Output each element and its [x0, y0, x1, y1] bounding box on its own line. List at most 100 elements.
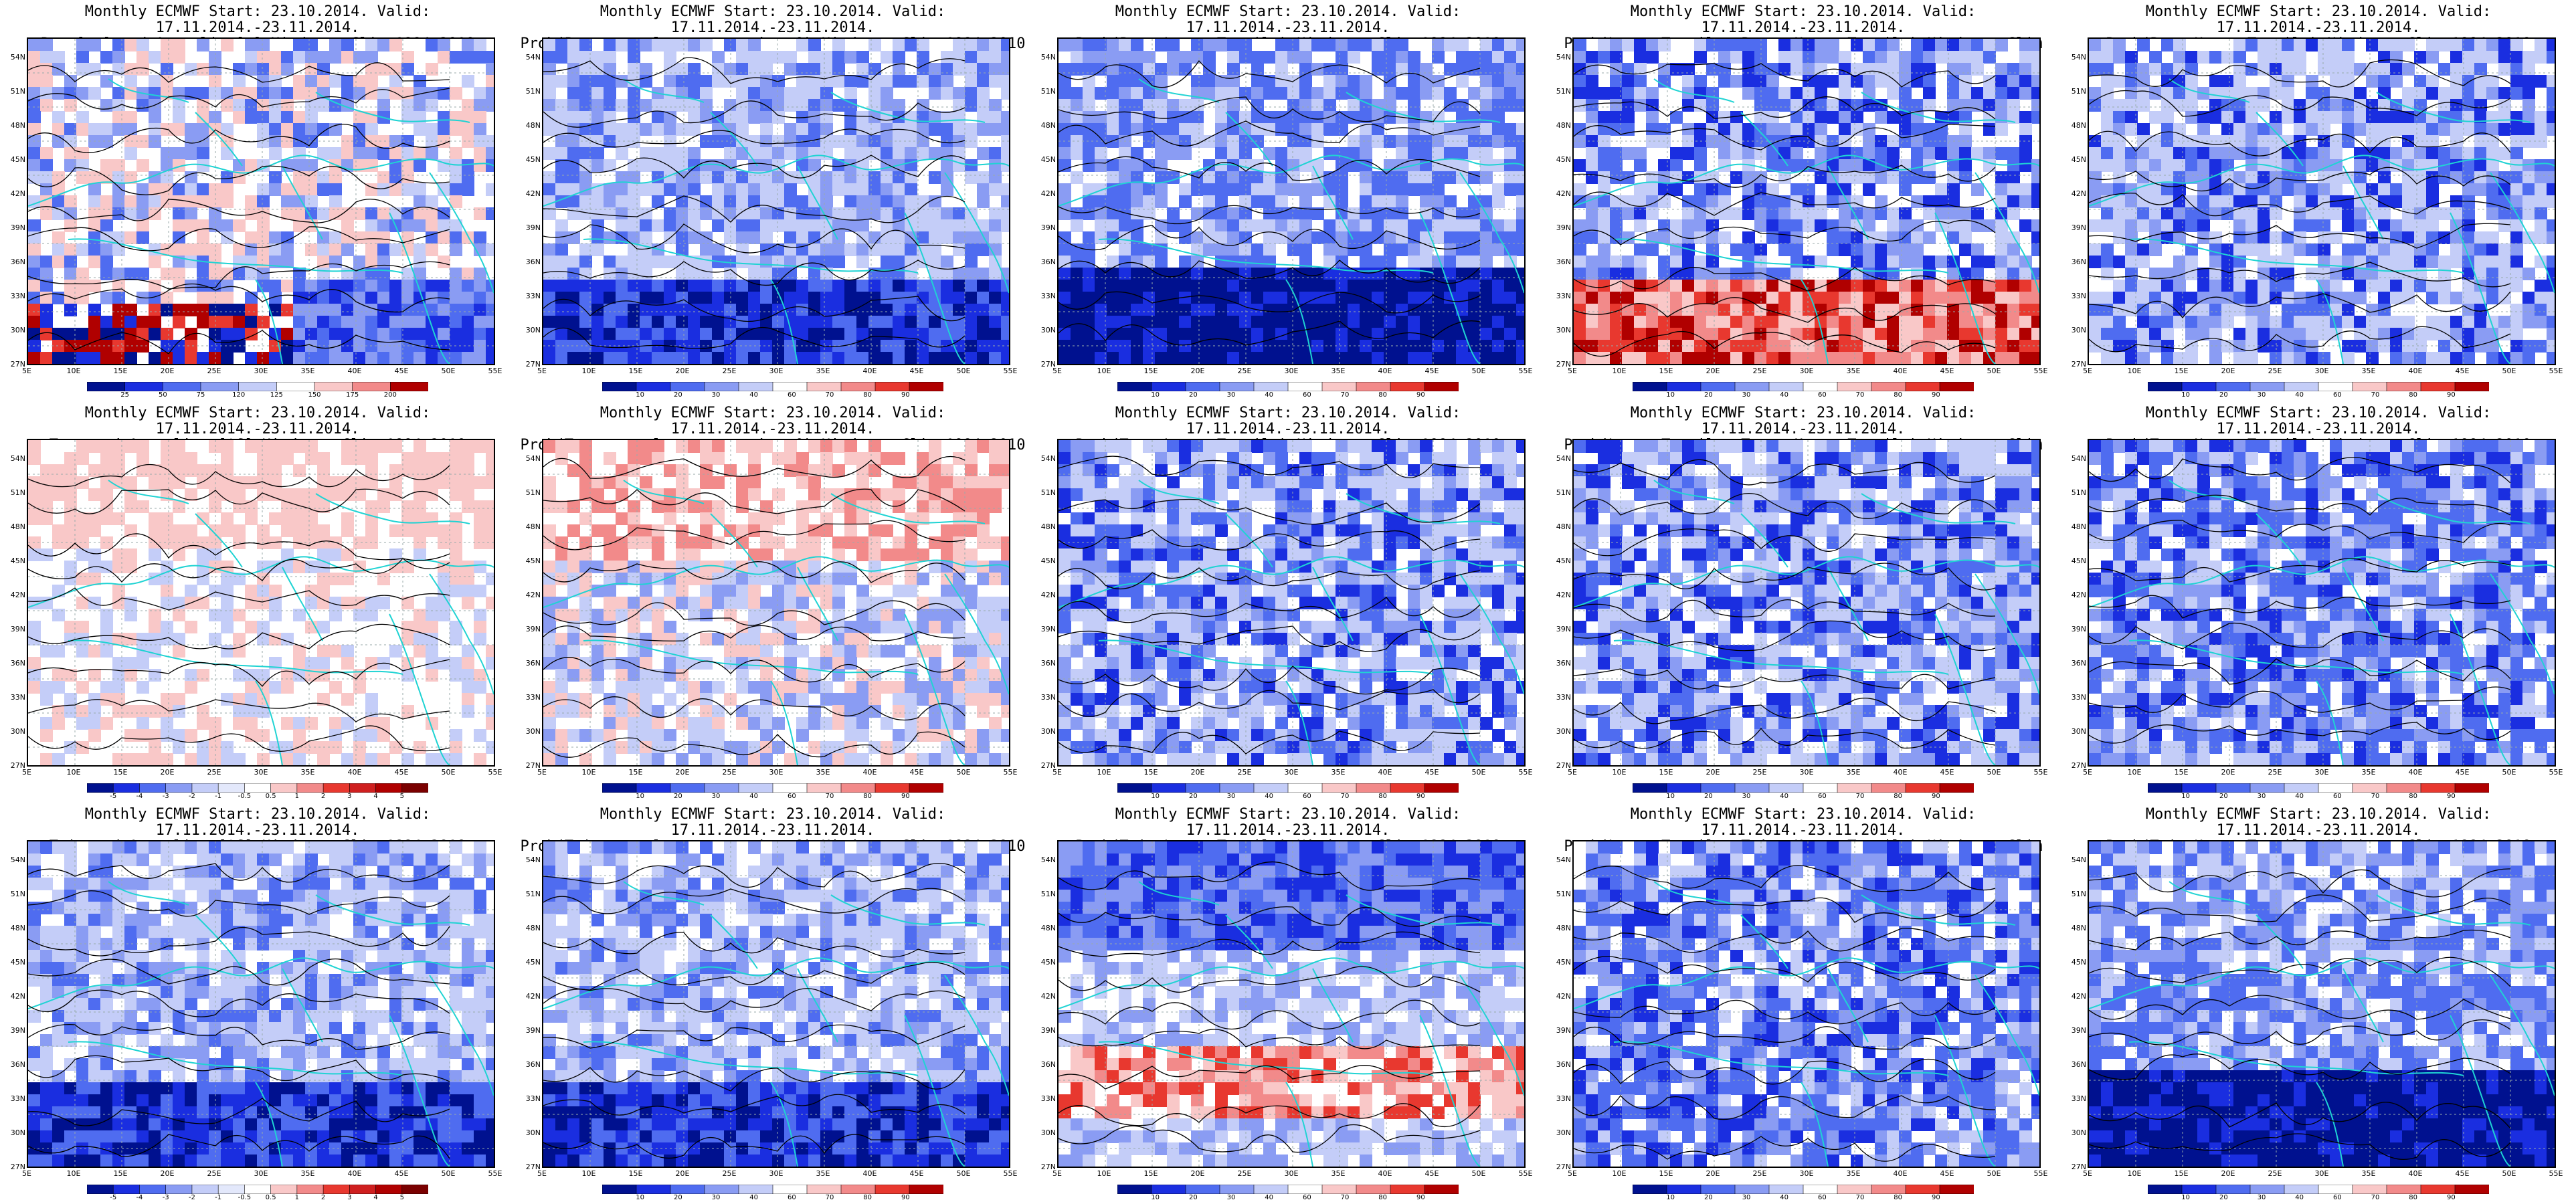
field-cell: [2510, 123, 2523, 136]
field-cell: [820, 256, 833, 268]
field-cell: [1766, 111, 1779, 124]
field-cell: [341, 243, 354, 256]
field-cell: [28, 159, 41, 172]
field-cell: [1456, 63, 1469, 76]
field-cell: [1456, 51, 1469, 64]
field-cell: [820, 231, 833, 244]
field-cell: [1167, 99, 1180, 112]
colorbar-tick-label: 200: [383, 391, 397, 399]
field-cell: [1119, 256, 1131, 268]
field-cell: [1432, 352, 1445, 364]
colorbar-tick-label: 80: [2409, 391, 2418, 399]
field-cell: [1372, 51, 1384, 64]
field-cell: [748, 207, 761, 220]
field-cell: [149, 512, 161, 525]
field-cell: [1444, 243, 1457, 256]
field-cell: [640, 63, 652, 76]
field-cell: [1863, 75, 1875, 88]
field-cell: [1480, 75, 1493, 88]
field-cell: [1803, 75, 1815, 88]
field-cell: [2306, 99, 2318, 112]
colorbar-segment: [1837, 381, 1872, 392]
field-cell: [413, 328, 426, 340]
field-cell: [474, 159, 486, 172]
field-cell: [1730, 280, 1743, 292]
field-cell: [233, 316, 246, 328]
colorbar-tick-label: 40: [1780, 391, 1789, 399]
field-cell: [820, 292, 833, 304]
contour-line: [28, 283, 450, 313]
field-cell: [2149, 183, 2162, 196]
colorbar-segment: [840, 381, 876, 392]
field-cell: [893, 328, 905, 340]
field-cell: [1384, 51, 1396, 64]
field-cell: [2342, 51, 2355, 64]
field-cell: [2450, 123, 2463, 136]
field-cell: [808, 123, 821, 136]
field-cell: [1504, 171, 1517, 184]
field-cell: [1155, 256, 1168, 268]
field-cell: [1730, 207, 1743, 220]
field-cell: [2462, 219, 2475, 232]
field-cell: [1634, 268, 1647, 280]
field-cell: [2209, 328, 2222, 340]
field-cell: [185, 123, 197, 136]
field-cell: [1167, 316, 1180, 328]
field-cell: [413, 476, 426, 489]
field-cell: [676, 328, 688, 340]
colorbar-segment: [2215, 381, 2251, 392]
field-cell: [462, 183, 474, 196]
field-cell: [1083, 111, 1095, 124]
field-cell: [1420, 280, 1433, 292]
field-cell: [868, 183, 881, 196]
field-cell: [353, 231, 366, 244]
field-cell: [2330, 111, 2342, 124]
field-cell: [543, 63, 556, 76]
field-cell: [233, 524, 246, 537]
field-cell: [1143, 159, 1156, 172]
field-cell: [856, 147, 869, 160]
lon-tick-label: 30E: [254, 367, 268, 375]
field-cell: [2426, 328, 2439, 340]
field-cell: [1480, 147, 1493, 160]
field-cell: [2402, 123, 2415, 136]
field-cell: [1215, 268, 1228, 280]
field-cell: [1622, 256, 1635, 268]
field-cell: [377, 316, 390, 328]
field-cell: [567, 75, 580, 88]
field-cell: [1408, 328, 1420, 340]
contour-line: [1574, 96, 1996, 120]
field-cell: [1923, 207, 1936, 220]
field-cell: [748, 280, 761, 292]
field-cell: [28, 171, 41, 184]
field-cell: [389, 292, 402, 304]
field-cell: [2414, 340, 2427, 353]
field-cell: [161, 452, 173, 465]
field-cell: [1863, 268, 1875, 280]
field-cell: [1682, 171, 1695, 184]
field-cell: [1803, 195, 1815, 208]
field-cell: [257, 524, 270, 537]
field-cell: [2161, 123, 2174, 136]
field-cell: [555, 316, 568, 328]
field-cell: [1815, 75, 1827, 88]
field-cell: [1839, 75, 1851, 88]
field-cell: [329, 292, 342, 304]
field-cell: [1706, 183, 1719, 196]
field-cell: [700, 256, 713, 268]
field-cell: [567, 352, 580, 364]
field-cell: [832, 316, 845, 328]
field-cell: [1839, 316, 1851, 328]
coastline: [1346, 92, 1501, 123]
field-cell: [1336, 183, 1348, 196]
field-cell: [1203, 183, 1216, 196]
field-cell: [1875, 352, 1888, 364]
field-cell: [52, 183, 65, 196]
field-cell: [2137, 256, 2150, 268]
field-cell: [2161, 39, 2174, 52]
field-cell: [2258, 304, 2270, 316]
field-cell: [868, 195, 881, 208]
field-cell: [426, 243, 438, 256]
field-cell: [856, 280, 869, 292]
field-cell: [317, 316, 330, 328]
